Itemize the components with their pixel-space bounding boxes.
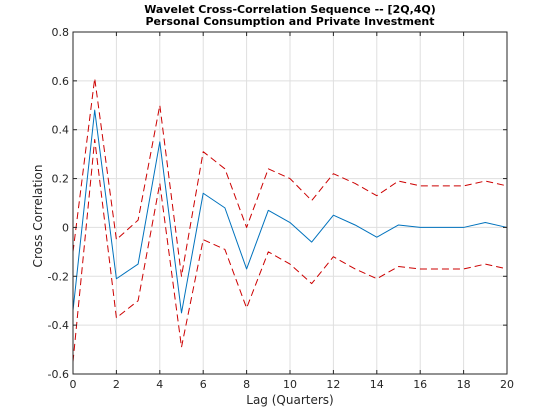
grid-lines [72,31,508,375]
x-tick-label: 6 [200,378,207,391]
x-tick-label: 20 [500,378,514,391]
tick-marks [72,31,508,375]
x-tick-label: 16 [413,378,427,391]
y-tick-label: 0.4 [52,124,70,137]
x-tick-label: 4 [156,378,163,391]
x-axis-label: Lag (Quarters) [246,393,333,407]
series-layer [72,77,508,362]
x-tick-label: 10 [283,378,297,391]
y-tick-label: 0 [62,221,69,234]
y-tick-label: -0.4 [48,319,69,332]
x-tick-label: 14 [370,378,384,391]
upper-confidence-bound-line [72,77,508,277]
lower-confidence-bound-line [72,138,508,362]
chart-subtitle: Personal Consumption and Private Investm… [145,15,434,28]
y-tick-label: 0.8 [52,26,70,39]
y-tick-label: 0.6 [52,75,70,88]
y-tick-label: 0.2 [52,173,70,186]
y-tick-label: -0.6 [48,368,69,381]
x-tick-label: 2 [113,378,120,391]
x-tick-label: 12 [326,378,340,391]
x-tick-label: 0 [70,378,77,391]
correlation-series-line [72,109,508,314]
y-axis-label: Cross Correlation [31,165,45,268]
chart-title: Wavelet Cross-Correlation Sequence -- [2… [144,3,436,16]
y-tick-label: -0.2 [48,270,69,283]
x-tick-label: 18 [457,378,471,391]
x-tick-label: 8 [243,378,250,391]
